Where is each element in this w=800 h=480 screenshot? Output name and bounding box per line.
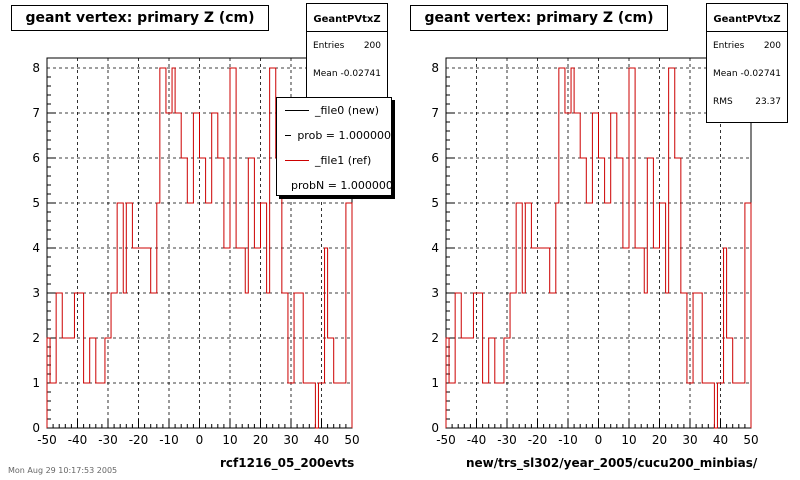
legend: _file0 (new) prob = 1.000000 _file1 (ref… bbox=[276, 97, 392, 196]
stats-box-right: GeantPVtxZ Entries 200 Mean -0.02741 RMS 23… bbox=[706, 3, 788, 123]
y-tick-label: 3 bbox=[32, 286, 40, 300]
x-tick-label: 50 bbox=[743, 433, 758, 447]
x-tick-label: -50 bbox=[436, 433, 456, 447]
stats-mean-label: Mean bbox=[313, 69, 338, 79]
stats-mean-label: Mean bbox=[713, 69, 738, 79]
stats-name: GeantPVtxZ bbox=[707, 4, 787, 32]
legend-swatch bbox=[285, 110, 309, 111]
x-tick-label: 30 bbox=[682, 433, 697, 447]
y-tick-label: 0 bbox=[431, 421, 439, 435]
y-tick-label: 0 bbox=[32, 421, 40, 435]
chart-title-right: geant vertex: primary Z (cm) bbox=[410, 5, 668, 31]
legend-item: prob = 1.000000 bbox=[277, 123, 391, 148]
y-tick-label: 2 bbox=[32, 331, 40, 345]
x-tick-label: 10 bbox=[621, 433, 636, 447]
legend-swatch bbox=[285, 135, 292, 136]
stats-mean-value: -0.02741 bbox=[340, 69, 381, 79]
x-tick-label: 40 bbox=[713, 433, 728, 447]
x-tick-label: -20 bbox=[129, 433, 149, 447]
x-tick-label: 20 bbox=[652, 433, 667, 447]
x-tick-label: -30 bbox=[497, 433, 517, 447]
x-tick-label: 50 bbox=[344, 433, 359, 447]
x-tick-label: 40 bbox=[314, 433, 329, 447]
footer-timestamp: Mon Aug 29 10:17:53 2005 bbox=[8, 466, 118, 475]
y-tick-label: 5 bbox=[32, 196, 40, 210]
x-tick-label: -30 bbox=[98, 433, 118, 447]
y-tick-label: 6 bbox=[431, 151, 439, 165]
y-tick-label: 7 bbox=[431, 106, 439, 120]
x-tick-label: 0 bbox=[196, 433, 204, 447]
y-tick-label: 4 bbox=[32, 241, 40, 255]
legend-item: _file1 (ref) bbox=[277, 148, 391, 173]
legend-item: _file0 (new) bbox=[277, 98, 391, 123]
legend-swatch bbox=[285, 160, 309, 161]
x-tick-label: 30 bbox=[283, 433, 298, 447]
legend-item: probN = 1.000000 bbox=[277, 173, 392, 195]
stats-rms-label: RMS bbox=[713, 97, 733, 107]
y-tick-label: 8 bbox=[431, 61, 439, 75]
y-tick-label: 6 bbox=[32, 151, 40, 165]
x-tick-label: 0 bbox=[595, 433, 603, 447]
y-tick-label: 1 bbox=[431, 376, 439, 390]
y-tick-label: 3 bbox=[431, 286, 439, 300]
x-tick-label: -40 bbox=[68, 433, 88, 447]
x-tick-label: 20 bbox=[253, 433, 268, 447]
x-tick-label: -40 bbox=[467, 433, 487, 447]
y-tick-label: 4 bbox=[431, 241, 439, 255]
y-tick-label: 5 bbox=[431, 196, 439, 210]
x-tick-label: -10 bbox=[558, 433, 578, 447]
y-tick-label: 7 bbox=[32, 106, 40, 120]
stats-mean-value: -0.02741 bbox=[740, 69, 781, 79]
legend-label: probN = 1.000000 bbox=[291, 179, 392, 192]
stats-name: GeantPVtxZ bbox=[307, 4, 387, 32]
x-tick-label: -20 bbox=[528, 433, 548, 447]
y-tick-label: 8 bbox=[32, 61, 40, 75]
legend-label: _file0 (new) bbox=[315, 104, 380, 117]
stats-entries-label: Entries bbox=[313, 41, 345, 51]
plot-panel-right: -50 -40 -30 -20 -10 0 10 20 30 40 50 0 1 2 3 4 5 6 7 8 bbox=[431, 57, 759, 447]
stats-entries-value: 200 bbox=[763, 41, 781, 51]
stats-rms-value: 23.37 bbox=[755, 97, 781, 107]
histogram-series bbox=[445, 67, 752, 429]
chart-title-left: geant vertex: primary Z (cm) bbox=[11, 5, 269, 31]
legend-label: prob = 1.000000 bbox=[297, 129, 391, 142]
x-tick-label: -50 bbox=[37, 433, 57, 447]
x-tick-label: -10 bbox=[159, 433, 179, 447]
x-tick-label: 10 bbox=[222, 433, 237, 447]
y-tick-label: 2 bbox=[431, 331, 439, 345]
stats-box-left: GeantPVtxZ Entries 200 Mean -0.02741 bbox=[306, 3, 388, 98]
y-tick-label: 1 bbox=[32, 376, 40, 390]
histogram-series bbox=[46, 67, 353, 429]
stats-entries-label: Entries bbox=[713, 41, 745, 51]
x-axis-label-right: new/trs_sl302/year_2005/cucu200_minbias/ bbox=[466, 456, 758, 470]
legend-label: _file1 (ref) bbox=[315, 154, 372, 167]
stats-entries-value: 200 bbox=[363, 41, 381, 51]
x-axis-label-left: rcf1216_05_200evts bbox=[220, 456, 355, 470]
